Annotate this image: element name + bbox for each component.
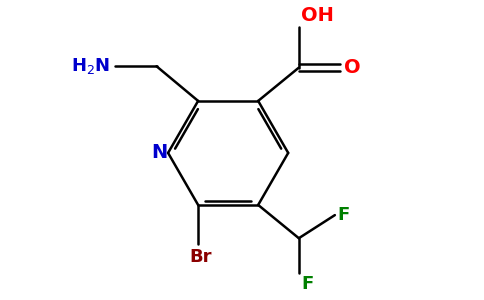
Text: F: F (302, 275, 314, 293)
Text: H$_2$N: H$_2$N (71, 56, 110, 76)
Text: Br: Br (189, 248, 212, 266)
Text: F: F (338, 206, 350, 224)
Text: N: N (151, 143, 168, 162)
Text: O: O (344, 58, 361, 77)
Text: OH: OH (301, 6, 334, 25)
